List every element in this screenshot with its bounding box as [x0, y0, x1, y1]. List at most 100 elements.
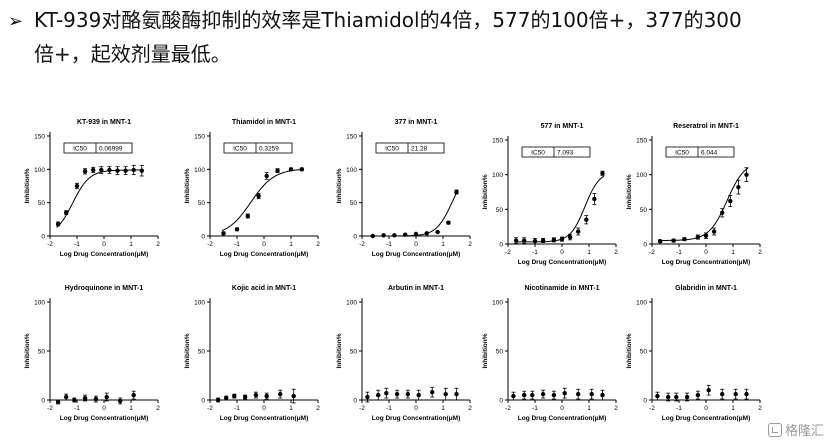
data-point: [278, 391, 283, 397]
data-point: [405, 391, 411, 397]
data-point: [576, 391, 581, 397]
data-point: [600, 171, 605, 176]
headline-line-1: ➢ KT-939对酪氨酸酶抑制的效率是Thiamidol的4倍，577的100倍+…: [8, 4, 808, 38]
data-point: [55, 221, 61, 227]
y-tick-label: 50: [496, 207, 504, 214]
data-point: [720, 391, 725, 397]
data-point: [728, 198, 733, 204]
data-point: [394, 391, 400, 397]
y-tick-label: 100: [346, 167, 357, 174]
data-point: [131, 392, 136, 398]
data-point: [291, 393, 296, 399]
y-axis-label: Inhibition%: [482, 174, 489, 209]
data-point: [381, 233, 386, 238]
x-tick-label: 1: [587, 249, 591, 256]
y-axis-label: Inhibition%: [336, 333, 343, 368]
y-tick-label: 100: [34, 167, 45, 174]
data-point: [64, 394, 69, 400]
ic50-value: 0.06999: [99, 146, 123, 153]
data-point: [288, 167, 294, 172]
data-point: [657, 239, 663, 244]
y-tick-label: 50: [38, 200, 46, 207]
x-tick-label: -2: [359, 241, 365, 248]
y-axis-label: Inhibition%: [482, 333, 489, 368]
data-point: [253, 392, 259, 398]
data-point: [584, 217, 589, 222]
ic50-label: IC50: [73, 146, 87, 153]
data-point: [733, 391, 738, 397]
y-tick-label: 0: [353, 398, 357, 405]
y-tick-label: 50: [350, 349, 358, 356]
x-tick-label: 0: [704, 405, 708, 412]
x-tick-label: 0: [704, 249, 708, 256]
data-point: [592, 196, 597, 202]
x-tick-label: -2: [359, 405, 365, 412]
x-tick-label: -2: [649, 405, 655, 412]
x-tick-label: 0: [102, 241, 106, 248]
y-axis-label: Inhibition%: [184, 168, 191, 203]
y-axis-label: Inhibition%: [626, 333, 633, 368]
data-point: [275, 168, 280, 173]
data-point: [532, 239, 538, 244]
x-axis-label: Log Drug Concentration(μM): [60, 251, 148, 258]
x-axis-label: Log Drug Concentration(μM): [518, 415, 606, 422]
arrow-bullet-icon: ➢: [8, 11, 24, 32]
y-axis-label: Inhibition%: [336, 168, 343, 203]
chart-377: 377 in MNT-1 0 50 100 150 -2 -1 0 1 2 Log Drug Con…: [336, 119, 472, 258]
x-axis-label: Log Drug Concentration(μM): [220, 251, 308, 258]
x-tick-label: 1: [731, 405, 735, 412]
data-point: [55, 399, 61, 405]
chart-577: 577 in MNT-1 0 50 100 150 -2 -1 0 1 2 Log Drug Con…: [482, 123, 618, 266]
data-point: [215, 397, 221, 403]
y-tick-label: 50: [38, 349, 46, 356]
headline-line-2: 倍+，起效剂量最低。: [8, 38, 808, 71]
data-point: [264, 173, 269, 179]
data-point: [234, 227, 240, 232]
ic50-box: [521, 146, 591, 158]
y-tick-label: 100: [34, 300, 45, 307]
data-point: [221, 231, 226, 236]
x-axis-label: Log Drug Concentration(μM): [220, 415, 308, 422]
x-tick-label: -2: [47, 241, 53, 248]
x-tick-label: 2: [316, 405, 320, 412]
data-point: [242, 394, 248, 400]
y-tick-label: 0: [643, 398, 647, 405]
x-tick-label: 0: [262, 241, 266, 248]
data-point: [139, 168, 144, 173]
y-tick-label: 100: [194, 167, 205, 174]
y-tick-label: 0: [201, 398, 205, 405]
data-point: [392, 233, 397, 238]
data-point: [454, 189, 459, 195]
data-point: [513, 238, 519, 243]
data-point: [736, 184, 741, 190]
data-point: [511, 393, 516, 399]
data-point: [720, 210, 725, 215]
x-tick-label: 1: [441, 241, 445, 248]
x-tick-label: 2: [316, 241, 320, 248]
chart-title: Hydroquinone in MNT-1: [65, 285, 144, 292]
y-tick-label: 100: [636, 172, 647, 179]
y-tick-label: 100: [346, 300, 357, 307]
y-axis-label: Inhibition%: [24, 333, 31, 368]
x-tick-label: 0: [102, 405, 106, 412]
y-tick-label: 150: [346, 134, 357, 141]
data-point: [703, 233, 709, 238]
fit-curve: [371, 190, 459, 237]
y-tick-label: 0: [499, 242, 503, 249]
data-point: [93, 396, 99, 402]
x-tick-label: 0: [560, 249, 564, 256]
chart-title: KT-939 in MNT-1: [77, 119, 131, 126]
x-tick-label: 2: [468, 241, 472, 248]
x-axis-label: Log Drug Concentration(μM): [60, 415, 148, 422]
data-point: [82, 169, 88, 174]
data-point: [365, 394, 370, 400]
x-tick-label: -2: [649, 249, 655, 256]
x-tick-label: 0: [414, 241, 418, 248]
data-point: [64, 210, 69, 215]
data-point: [370, 233, 375, 239]
y-axis-label: Inhibition%: [626, 174, 633, 209]
data-point: [435, 229, 440, 235]
y-tick-label: 50: [198, 200, 206, 207]
x-tick-label: -1: [234, 241, 240, 248]
y-tick-label: 0: [499, 398, 503, 405]
